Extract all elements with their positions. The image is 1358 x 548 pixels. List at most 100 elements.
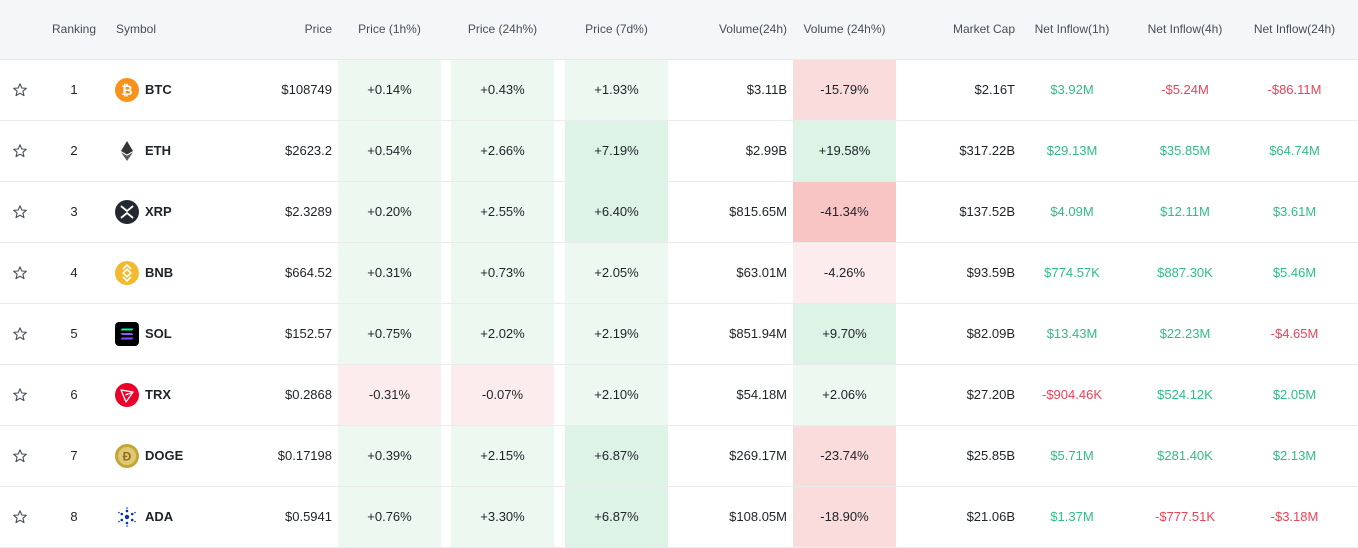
volume-value: $54.18M xyxy=(736,387,787,402)
price-7d-bg xyxy=(565,182,668,242)
symbol-label[interactable]: ADA xyxy=(145,509,174,524)
price-24h-value: +2.15% xyxy=(480,448,525,463)
table-row[interactable]: 8 ADA $0.5941 +0.76% +3.30% +6.87% $108.05M -18… xyxy=(0,487,1358,548)
bitcoin-icon: ₿ xyxy=(115,78,139,102)
net-inflow-1h-value: $13.43M xyxy=(1046,326,1098,341)
col-ranking[interactable]: Ranking xyxy=(51,22,97,36)
volume-value: $815.65M xyxy=(729,204,787,219)
col-price[interactable]: Price xyxy=(304,22,332,36)
favorite-star-icon[interactable] xyxy=(12,82,28,98)
symbol-label[interactable]: DOGE xyxy=(145,448,184,463)
col-symbol[interactable]: Symbol xyxy=(116,22,157,36)
price-24h-bg xyxy=(451,426,554,486)
volume-value: $108.05M xyxy=(729,509,787,524)
table-row[interactable]: 2 ETH $2623.2 +0.54% +2.66% +7.19% $2.99B +19.5… xyxy=(0,121,1358,182)
dogecoin-icon: Ð xyxy=(115,444,139,468)
rank-value: 3 xyxy=(70,204,78,219)
rank-value: 2 xyxy=(70,143,78,158)
price-1h-bg xyxy=(338,182,441,242)
volume-pct-value: -15.79% xyxy=(820,82,869,97)
table-header: Ranking Symbol Price Price (1h%) Price (… xyxy=(0,0,1358,60)
col-net-inflow-1h[interactable]: Net Inflow(1h) xyxy=(1034,22,1110,36)
price-7d-bg xyxy=(565,426,668,486)
market-cap-value: $137.52B xyxy=(959,204,1015,219)
col-net-inflow-24h[interactable]: Net Inflow(24h) xyxy=(1253,22,1336,36)
volume-pct-value: +2.06% xyxy=(822,387,867,402)
price-1h-value: +0.76% xyxy=(367,509,412,524)
price-value: $0.2868 xyxy=(285,387,332,402)
symbol-label[interactable]: TRX xyxy=(145,387,171,402)
price-24h-value: +2.02% xyxy=(480,326,525,341)
price-1h-value: +0.39% xyxy=(367,448,412,463)
net-inflow-1h-value: $29.13M xyxy=(1046,143,1098,158)
table-row[interactable]: 4 BNB $664.52 +0.31% +0.73% +2.05% $63.01M -4.2… xyxy=(0,243,1358,304)
volume-pct-value: +9.70% xyxy=(822,326,867,341)
table-row[interactable]: 3 XRP $2.3289 +0.20% +2.55% +6.40% $815.65M -41… xyxy=(0,182,1358,243)
col-volume-24h[interactable]: Volume(24h) xyxy=(718,22,787,36)
col-volume-24h-pct[interactable]: Volume (24h%) xyxy=(803,22,886,36)
solana-icon xyxy=(115,322,139,346)
volume-pct-value: -41.34% xyxy=(820,204,869,219)
symbol-label[interactable]: BNB xyxy=(145,265,174,280)
market-cap-value: $82.09B xyxy=(966,326,1015,341)
volume-value: $63.01M xyxy=(736,265,787,280)
price-7d-value: +6.87% xyxy=(594,509,639,524)
net-inflow-24h-value: -$86.11M xyxy=(1267,82,1322,97)
net-inflow-1h-value: $5.71M xyxy=(1050,448,1094,463)
svg-text:₿: ₿ xyxy=(121,82,132,98)
col-price-7d[interactable]: Price (7d%) xyxy=(585,22,648,36)
price-1h-value: +0.75% xyxy=(367,326,412,341)
price-7d-value: +6.40% xyxy=(594,204,639,219)
net-inflow-24h-value: $2.13M xyxy=(1272,448,1317,463)
col-price-1h[interactable]: Price (1h%) xyxy=(358,22,421,36)
col-market-cap[interactable]: Market Cap xyxy=(952,22,1015,36)
price-1h-value: +0.20% xyxy=(367,204,412,219)
price-1h-bg xyxy=(338,121,441,181)
net-inflow-4h-value: $22.23M xyxy=(1159,326,1211,341)
favorite-star-icon[interactable] xyxy=(12,509,28,525)
volume-value: $269.17M xyxy=(729,448,787,463)
table-row[interactable]: 6 TRX $0.2868 -0.31% -0.07% +2.10% $54.18M +2.0… xyxy=(0,365,1358,426)
table-row[interactable]: 7 Ð DOGE $0.17198 +0.39% +2.15% +6.87% $269.17M… xyxy=(0,426,1358,487)
col-price-24h[interactable]: Price (24h%) xyxy=(467,22,538,36)
net-inflow-1h-value: -$904.46K xyxy=(1042,387,1102,402)
cardano-icon xyxy=(115,505,139,529)
price-7d-value: +7.19% xyxy=(594,143,639,158)
price-7d-bg xyxy=(565,243,668,303)
net-inflow-4h-value: -$777.51K xyxy=(1155,509,1215,524)
symbol-label[interactable]: ETH xyxy=(145,143,171,158)
symbol-label[interactable]: BTC xyxy=(145,82,172,97)
price-value: $2623.2 xyxy=(285,143,332,158)
price-24h-value: +0.43% xyxy=(480,82,525,97)
volume-pct-value: -18.90% xyxy=(820,509,869,524)
price-1h-bg xyxy=(338,243,441,303)
symbol-label[interactable]: SOL xyxy=(145,326,172,341)
price-1h-value: -0.31% xyxy=(368,387,411,402)
favorite-star-icon[interactable] xyxy=(12,387,28,403)
market-cap-value: $21.06B xyxy=(966,509,1015,524)
favorite-star-icon[interactable] xyxy=(12,204,28,220)
price-value: $0.5941 xyxy=(285,509,332,524)
rank-value: 6 xyxy=(70,387,78,402)
favorite-star-icon[interactable] xyxy=(12,265,28,281)
col-net-inflow-4h[interactable]: Net Inflow(4h) xyxy=(1147,22,1223,36)
net-inflow-4h-value: -$5.24M xyxy=(1161,82,1209,97)
volume-pct-bg xyxy=(793,60,896,120)
table-row[interactable]: 1 ₿ BTC $108749 +0.14% +0.43% +1.93% $3.11B -15.… xyxy=(0,60,1358,121)
price-24h-bg xyxy=(451,365,554,425)
net-inflow-24h-value: $3.61M xyxy=(1272,204,1317,219)
price-7d-bg xyxy=(565,304,668,364)
price-value: $664.52 xyxy=(285,265,332,280)
symbol-label[interactable]: XRP xyxy=(145,204,172,219)
favorite-star-icon[interactable] xyxy=(12,326,28,342)
price-1h-value: +0.54% xyxy=(367,143,412,158)
rank-value: 1 xyxy=(70,82,78,97)
favorite-star-icon[interactable] xyxy=(12,143,28,159)
price-7d-bg xyxy=(565,60,668,120)
volume-pct-bg xyxy=(793,182,896,242)
price-1h-bg xyxy=(338,487,441,547)
favorite-star-icon[interactable] xyxy=(12,448,28,464)
table-row[interactable]: 5 SOL $152.57 +0.75% +2.02% +2.19% $851.94M +9.… xyxy=(0,304,1358,365)
net-inflow-1h-value: $4.09M xyxy=(1050,204,1094,219)
